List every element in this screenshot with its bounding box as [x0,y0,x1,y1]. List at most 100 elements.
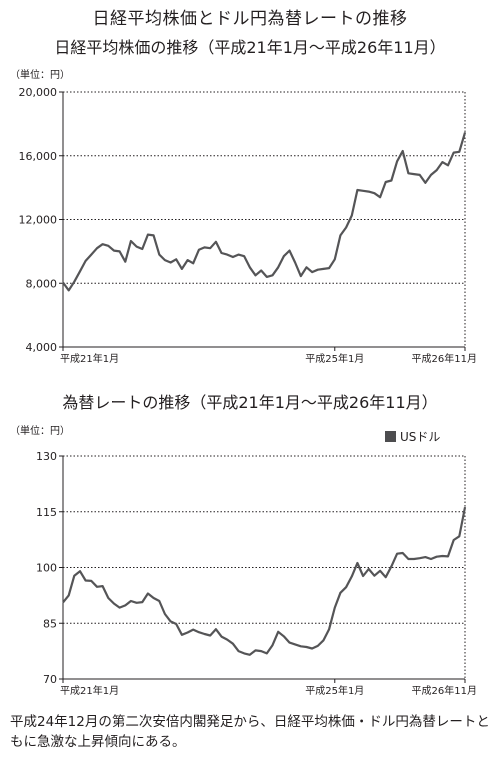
fx-data-point [226,639,228,641]
nikkei-xtick-label: 平成26年11月 [412,352,477,365]
fx-chart-title: 為替レートの推移（平成21年1月〜平成26年11月） [62,393,438,412]
nikkei-data-point [124,261,126,263]
nikkei-data-point [68,289,70,291]
nikkei-data-point [402,150,404,152]
fx-data-point [243,652,245,655]
nikkei-data-point [339,234,341,236]
fx-data-point [232,643,234,645]
nikkei-data-point [79,270,81,272]
nikkei-data-point [305,266,308,268]
fx-data-point [436,556,438,558]
nikkei-data-point [73,281,75,283]
nikkei-data-point [283,255,285,257]
fx-data-point [254,649,257,652]
fx-data-point [158,600,160,602]
fx-data-point [181,634,183,636]
nikkei-ytick-label: 8,000 [26,277,58,290]
fx-data-point [209,634,211,637]
fx-data-point [424,556,426,558]
main-title: 日経平均株価とドル円為替レートの推移 [92,9,408,29]
fx-data-point [220,636,223,638]
nikkei-data-point [396,160,398,162]
nikkei-data-point [198,249,200,251]
nikkei-data-point [379,196,381,198]
fx-data-point [396,553,398,555]
nikkei-data-point [424,182,426,184]
nikkei-data-point [419,174,421,176]
fx-data-point [136,602,138,604]
nikkei-ytick-label: 12,000 [19,214,58,227]
nikkei-data-point [243,255,245,257]
nikkei-data-point [107,245,109,247]
fx-data-point [294,643,296,646]
nikkei-data-point [288,250,291,252]
fx-data-point [266,652,268,655]
legend-swatch [385,431,396,442]
nikkei-data-point [254,274,257,276]
fx-ytick-label: 115 [36,506,57,519]
nikkei-data-point [232,256,234,258]
fx-xtick-label: 平成25年1月 [305,684,364,697]
fx-xtick-label: 平成21年1月 [60,684,119,697]
fx-data-point [305,646,308,648]
fx-data-point [147,592,149,595]
nikkei-data-point [407,172,409,174]
nikkei-data-point [141,248,143,250]
nikkei-data-point [458,151,460,153]
nikkei-data-point [153,234,155,236]
nikkei-data-point [249,266,251,268]
nikkei-data-point [266,276,268,278]
fx-data-point [407,558,409,560]
fx-data-point [322,639,325,641]
fx-data-point [441,555,443,557]
fx-data-point [379,570,381,572]
fx-data-point [73,575,75,577]
fx-data-point [187,631,189,634]
fx-data-point [447,555,449,558]
fx-ytick-label: 85 [43,617,57,630]
fx-data-point [277,631,279,633]
fx-data-point [85,579,87,582]
nikkei-data-point [187,259,189,261]
nikkei-xtick-label: 平成21年1月 [60,352,119,365]
nikkei-data-point [271,274,274,276]
fx-data-point [90,580,92,582]
fx-data-point [237,650,240,652]
nikkei-data-point [147,234,149,236]
nikkei-chart: 4,000 8,000 12,000 16,000 20,000 平成21年1月 平成25年… [19,86,478,365]
nikkei-data-point [300,275,302,277]
fx-data-point [311,647,313,650]
nikkei-data-point [351,214,353,217]
fx-data-point [79,570,81,572]
nikkei-data-point [260,269,262,272]
fx-data-point [356,562,358,564]
fx-data-point [153,597,155,599]
nikkei-data-point [322,268,325,270]
nikkei-data-point [464,132,466,134]
nikkei-data-point [158,254,160,256]
fx-data-point [102,585,104,587]
nikkei-data-point [130,240,132,242]
nikkei-data-point [294,261,296,264]
fx-data-point [334,607,336,609]
nikkei-ytick-label: 4,000 [26,341,58,354]
fx-data-point [164,613,166,615]
fx-ytick-label: 130 [36,450,57,463]
nikkei-data-point [362,190,364,192]
nikkei-data-point [447,164,449,166]
fx-data-point [373,575,375,577]
nikkei-data-point [237,254,240,256]
nikkei-data-point [328,267,330,269]
nikkei-data-point [209,247,211,249]
nikkei-data-point [102,243,104,245]
fx-data-point [413,558,415,560]
fx-data-point [402,552,404,554]
fx-data-point [260,650,262,652]
fx-data-point [203,633,206,635]
legend-label: USドル [400,430,441,444]
nikkei-data-point [430,174,432,176]
nikkei-data-point [226,254,228,256]
nikkei-data-point [373,192,375,194]
nikkei-ytick-label: 16,000 [19,150,58,163]
nikkei-data-point [220,252,223,254]
